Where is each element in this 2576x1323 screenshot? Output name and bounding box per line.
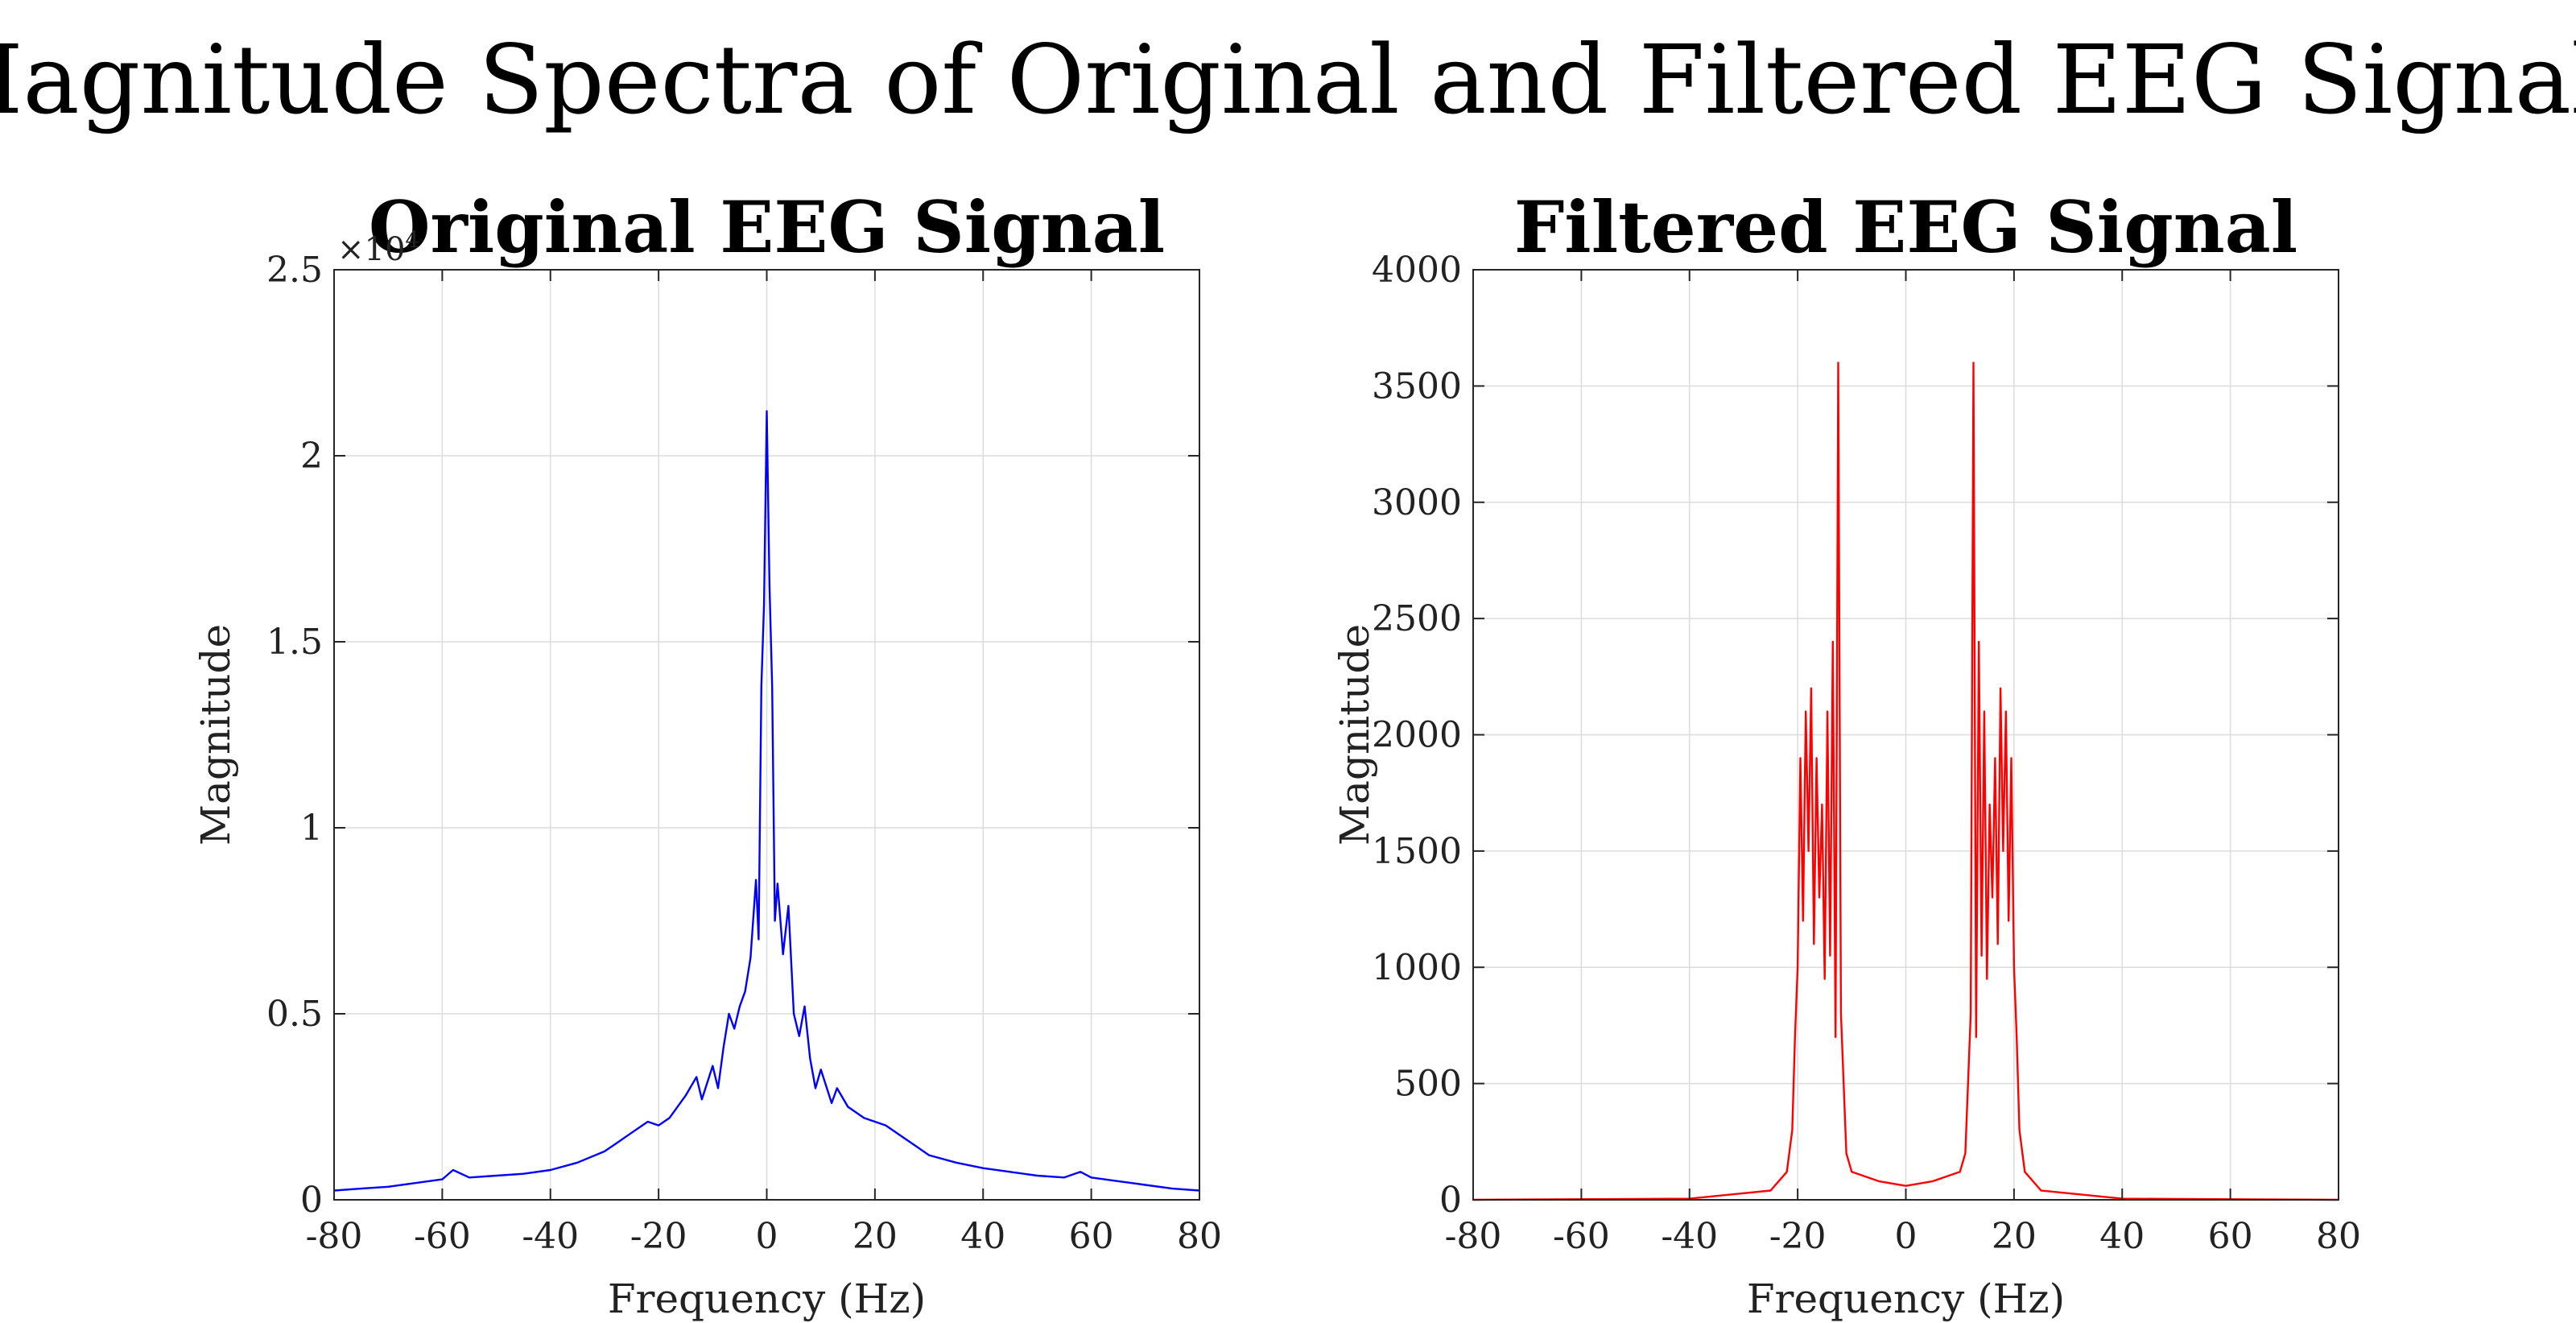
ticks-filtered: -80 -60 -40 -20 0 20 40 60 80 0 500 1000 1500 2000 250… <box>1372 250 2361 1257</box>
y-axis-label-filtered: Magnitude <box>1331 624 1378 845</box>
x-tick-label: 60 <box>1069 1216 1114 1257</box>
x-tick-label: 60 <box>2208 1216 2253 1257</box>
plot-area-original <box>333 410 1200 1192</box>
y-axis-label-original: Magnitude <box>192 624 239 845</box>
x-tick-label: -40 <box>522 1216 579 1257</box>
series-line-original <box>333 410 1200 1192</box>
y-tick-label: 0 <box>300 1180 323 1221</box>
figure-suptitle: Magnitude Spectra of Original and Filter… <box>0 24 2576 135</box>
x-tick-label: 40 <box>2099 1216 2145 1257</box>
x-tick-label: 80 <box>1177 1216 1222 1257</box>
y-tick-label: 2000 <box>1372 715 1462 756</box>
ticks-original: -80 -60 -40 -20 0 20 40 60 80 0 0.5 1 1.5 2 2.5 <box>266 250 1222 1257</box>
y-exponent-base: ×10 <box>337 231 405 268</box>
x-tick-label: 20 <box>852 1216 898 1257</box>
y-tick-label: 2.5 <box>266 250 323 291</box>
y-tick-label: 1500 <box>1372 831 1462 872</box>
x-tick-label: 20 <box>1992 1216 2037 1257</box>
y-tick-label: 1.5 <box>266 622 323 663</box>
chart-title-original: Original EEG Signal <box>369 185 1165 269</box>
axes-original: -80 -60 -40 -20 0 20 40 60 80 0 0.5 1 1.5 2 2.5 Origin… <box>192 185 1222 1322</box>
grid-original <box>333 269 1200 1201</box>
x-tick-label: 0 <box>756 1216 778 1257</box>
x-tick-label: 40 <box>960 1216 1005 1257</box>
x-tick-label: 80 <box>2316 1216 2361 1257</box>
y-tick-label: 3500 <box>1372 366 1462 407</box>
y-tick-label: 1 <box>300 808 323 849</box>
y-tick-label: 0 <box>1439 1180 1462 1221</box>
x-tick-label: -80 <box>306 1216 363 1257</box>
grid-filtered <box>1472 269 2339 1201</box>
y-exponent-original: ×104 <box>337 226 419 268</box>
y-tick-label: 2 <box>300 436 323 477</box>
x-tick-label: -60 <box>1553 1216 1610 1257</box>
x-axis-label-original: Frequency (Hz) <box>608 1275 926 1322</box>
x-axis-label-filtered: Frequency (Hz) <box>1747 1275 2065 1322</box>
series-line-filtered <box>1472 362 2339 1201</box>
axes-filtered: -80 -60 -40 -20 0 20 40 60 80 0 500 1000 1500 2000 250… <box>1331 185 2361 1322</box>
x-tick-label: -60 <box>414 1216 471 1257</box>
x-tick-label: 0 <box>1895 1216 1918 1257</box>
y-exponent-power: 4 <box>405 226 419 253</box>
y-tick-label: 2500 <box>1372 598 1462 639</box>
x-tick-label: -40 <box>1661 1216 1718 1257</box>
plot-area-filtered <box>1472 362 2339 1201</box>
chart-title-filtered: Filtered EEG Signal <box>1514 185 2297 269</box>
y-tick-label: 4000 <box>1372 250 1462 291</box>
y-tick-label: 0.5 <box>266 994 323 1035</box>
x-tick-label: -80 <box>1445 1216 1502 1257</box>
y-tick-label: 3000 <box>1372 482 1462 523</box>
y-tick-label: 1000 <box>1372 947 1462 988</box>
x-tick-label: -20 <box>630 1216 687 1257</box>
x-tick-label: -20 <box>1769 1216 1827 1257</box>
y-tick-label: 500 <box>1394 1064 1462 1105</box>
